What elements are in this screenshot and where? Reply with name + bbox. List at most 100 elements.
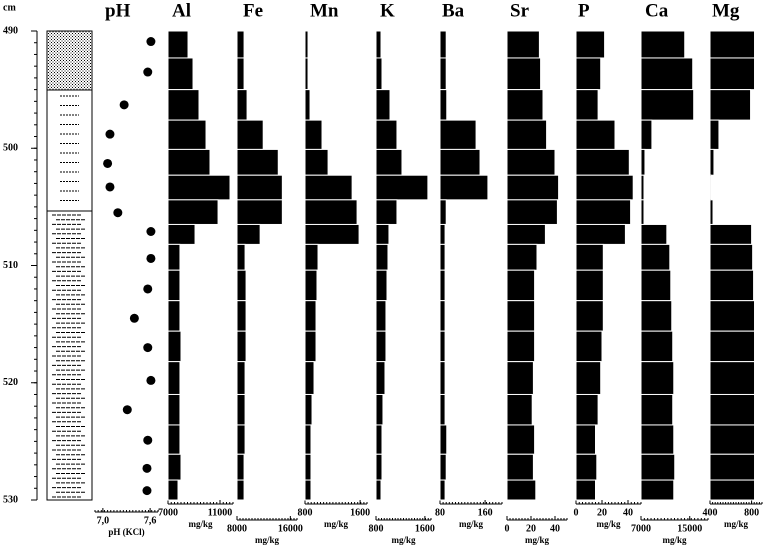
ph-point: [146, 375, 156, 385]
bar: [375, 89, 391, 121]
y-tick-label: 520: [3, 377, 18, 388]
bar: [236, 148, 279, 176]
x-tick-label: 11000: [208, 507, 232, 518]
bar: [167, 148, 211, 176]
ph-point: [142, 486, 152, 496]
bar: [506, 393, 533, 426]
bar: [375, 174, 429, 201]
bar: [375, 199, 398, 225]
bar: [640, 199, 645, 225]
x-tick-label: 1600: [350, 507, 370, 518]
bar: [709, 393, 756, 426]
bar: [709, 89, 752, 121]
x-tick-label: 40: [623, 507, 633, 518]
bar: [640, 393, 674, 426]
panel-title: pH: [105, 0, 131, 21]
bar: [640, 223, 668, 245]
bar: [439, 243, 446, 271]
x-tick-label: 40: [550, 523, 560, 534]
stippled-layer: [46, 30, 93, 91]
bar: [575, 174, 634, 201]
bar: [640, 424, 675, 455]
bar: [575, 30, 606, 59]
bar: [640, 453, 676, 481]
x-tick-label: 800: [298, 507, 313, 518]
bar: [506, 330, 536, 363]
bar: [575, 89, 599, 121]
bar: [167, 119, 207, 150]
ph-point: [143, 343, 153, 353]
bar: [709, 148, 715, 176]
bar: [304, 393, 313, 426]
bar: [640, 174, 645, 201]
bar: [375, 243, 389, 271]
bar: [575, 393, 599, 426]
x-tick-label: 160: [478, 507, 493, 518]
panel-title: Al: [172, 0, 191, 21]
y-tick-label: 490: [3, 25, 18, 36]
bar: [640, 300, 673, 332]
ph-point: [113, 208, 123, 218]
x-axis-label: mg/kg: [596, 519, 621, 529]
bar: [709, 330, 756, 363]
bar: [236, 453, 245, 481]
bar: [167, 300, 181, 332]
ph-point: [103, 158, 113, 168]
bar: [439, 393, 446, 426]
bar: [506, 361, 534, 395]
bar: [375, 424, 383, 455]
panel-title: Mn: [310, 0, 339, 21]
bar: [167, 223, 196, 245]
bar: [709, 243, 754, 271]
bar: [709, 424, 756, 455]
ph-point: [105, 182, 115, 192]
x-axis-label: mg/kg: [459, 519, 484, 529]
x-tick-label: 20: [526, 523, 536, 534]
bar: [304, 89, 311, 121]
bar: [575, 223, 626, 245]
ph-point: [146, 253, 156, 263]
ph-point: [105, 129, 115, 139]
bar: [575, 479, 596, 501]
bar: [375, 30, 382, 59]
bar: [439, 479, 446, 501]
bar: [167, 330, 182, 363]
bar: [709, 361, 756, 395]
bar: [236, 243, 246, 271]
y-axis-label: cm: [3, 2, 16, 13]
bar: [375, 453, 383, 481]
bar: [709, 453, 756, 481]
bar: [167, 424, 181, 455]
bar: [375, 479, 382, 501]
bar: [439, 361, 446, 395]
bar: [439, 223, 446, 245]
bar: [304, 223, 360, 245]
bar: [439, 199, 447, 225]
bar: [709, 199, 714, 225]
bar: [575, 57, 602, 91]
bar: [236, 361, 246, 395]
bar: [304, 453, 312, 481]
y-tick-label: 510: [3, 260, 18, 271]
x-axis-label: mg/kg: [724, 519, 749, 529]
bar: [506, 30, 540, 59]
y-tick-label: 530: [3, 494, 18, 505]
bar: [439, 148, 481, 176]
bar: [375, 223, 390, 245]
bar: [709, 57, 756, 91]
bar: [375, 119, 398, 150]
bar: [506, 148, 556, 176]
bar: [506, 89, 544, 121]
x-tick-label: 0: [505, 523, 510, 534]
bar: [575, 148, 630, 176]
x-axis-label: mg/kg: [525, 535, 550, 545]
panel-title: Ca: [645, 0, 669, 21]
x-tick-label: 800: [369, 523, 384, 534]
bar: [709, 174, 712, 201]
bar: [439, 119, 477, 150]
ph-point: [129, 313, 139, 323]
bar: [709, 479, 756, 501]
panel-title: P: [578, 0, 590, 21]
x-axis-label: mg/kg: [324, 519, 349, 529]
x-tick-label: 7000: [158, 507, 178, 518]
